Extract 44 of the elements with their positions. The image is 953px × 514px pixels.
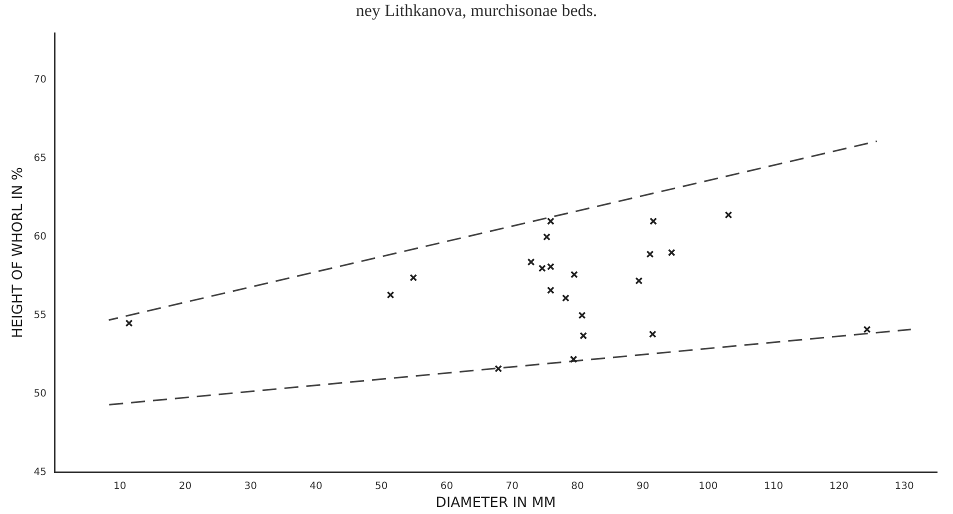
x-tick-label: 70 bbox=[506, 480, 518, 492]
y-tick-label: 60 bbox=[34, 232, 47, 243]
x-tick-label: 40 bbox=[310, 480, 322, 492]
point bbox=[546, 262, 554, 270]
point bbox=[635, 277, 643, 285]
y-tick-label: 45 bbox=[34, 466, 47, 478]
x-tick-label: 120 bbox=[829, 480, 848, 492]
x-tick-label: 90 bbox=[636, 480, 650, 492]
point bbox=[543, 233, 550, 241]
point bbox=[650, 218, 658, 225]
point bbox=[570, 356, 578, 363]
x-tick-label: 60 bbox=[440, 480, 454, 492]
point bbox=[562, 294, 570, 302]
point bbox=[668, 248, 676, 256]
point bbox=[648, 330, 656, 338]
x-axis-title: DIAMETER IN MM bbox=[436, 495, 556, 512]
point bbox=[538, 264, 546, 272]
point bbox=[125, 319, 133, 327]
point bbox=[724, 211, 732, 219]
point bbox=[578, 312, 586, 320]
point bbox=[863, 326, 871, 334]
x-tick-label: 130 bbox=[894, 480, 914, 492]
x-tick-label: 110 bbox=[764, 480, 784, 492]
point bbox=[386, 291, 394, 299]
y-axis-title: HEIGHT OF WHORL IN % bbox=[10, 167, 26, 338]
y-tick-label: 55 bbox=[34, 310, 47, 321]
x-tick-label: 20 bbox=[178, 480, 192, 492]
chart-title: ney Lithkanova, murchisonae beds. bbox=[354, 0, 598, 22]
x-tick-label: 10 bbox=[114, 480, 126, 492]
point bbox=[410, 274, 418, 282]
point bbox=[646, 250, 654, 258]
x-tick-label: 100 bbox=[698, 480, 718, 492]
point bbox=[527, 258, 535, 266]
y-tick-label: 50 bbox=[34, 388, 47, 400]
x-tick-label: 30 bbox=[244, 480, 257, 492]
y-tick-label: 65 bbox=[34, 153, 47, 164]
x-tick-label: 50 bbox=[375, 480, 388, 492]
y-tick-label: 70 bbox=[34, 74, 47, 86]
x-tick-label: 80 bbox=[571, 480, 584, 492]
point bbox=[546, 218, 554, 225]
point bbox=[580, 332, 588, 340]
point bbox=[546, 286, 554, 294]
point bbox=[570, 270, 578, 278]
point bbox=[494, 364, 502, 372]
